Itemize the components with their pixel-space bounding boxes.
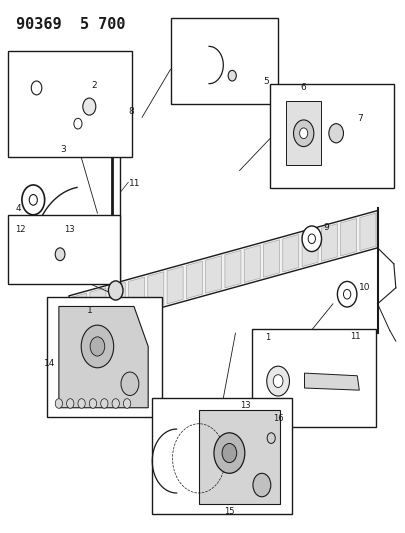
Polygon shape — [304, 373, 358, 390]
Text: 5: 5 — [262, 77, 268, 85]
Polygon shape — [301, 229, 318, 266]
Circle shape — [222, 443, 236, 463]
Bar — [8, 215, 119, 284]
Circle shape — [31, 81, 42, 95]
Circle shape — [55, 248, 65, 261]
Text: 15: 15 — [224, 507, 234, 516]
Circle shape — [213, 433, 244, 473]
Text: 11: 11 — [349, 333, 360, 341]
Circle shape — [22, 185, 45, 215]
Circle shape — [89, 399, 96, 408]
Bar — [170, 18, 277, 104]
Text: 90369  5 700: 90369 5 700 — [16, 17, 126, 32]
Bar — [269, 84, 393, 188]
Circle shape — [273, 375, 282, 387]
Text: 1: 1 — [265, 334, 270, 342]
Bar — [8, 51, 132, 157]
Text: 2: 2 — [91, 81, 97, 90]
Text: 16: 16 — [272, 414, 283, 423]
Polygon shape — [166, 266, 183, 304]
Bar — [152, 398, 292, 514]
Circle shape — [74, 118, 82, 129]
Text: 13: 13 — [64, 225, 75, 233]
Polygon shape — [282, 235, 298, 272]
Text: 8: 8 — [128, 108, 133, 116]
Circle shape — [112, 399, 119, 408]
Text: 11: 11 — [129, 180, 140, 188]
Circle shape — [29, 195, 37, 205]
Polygon shape — [59, 306, 148, 408]
Text: 6: 6 — [300, 84, 306, 92]
Circle shape — [108, 281, 123, 300]
Circle shape — [55, 399, 62, 408]
Polygon shape — [286, 101, 320, 165]
Bar — [251, 329, 375, 427]
Circle shape — [121, 372, 139, 395]
Text: 13: 13 — [240, 401, 250, 409]
Circle shape — [81, 325, 113, 368]
Polygon shape — [147, 272, 163, 309]
Polygon shape — [244, 245, 260, 282]
Polygon shape — [224, 251, 241, 288]
Text: 10: 10 — [358, 284, 369, 292]
Circle shape — [228, 70, 236, 81]
Polygon shape — [128, 277, 144, 314]
Polygon shape — [359, 213, 375, 251]
Bar — [47, 297, 162, 417]
Circle shape — [83, 98, 96, 115]
Polygon shape — [340, 219, 356, 256]
Text: 3: 3 — [60, 145, 66, 154]
Polygon shape — [186, 261, 202, 298]
Text: 4: 4 — [15, 205, 21, 213]
Polygon shape — [70, 293, 87, 330]
Polygon shape — [321, 224, 337, 261]
Circle shape — [301, 226, 321, 252]
Circle shape — [66, 399, 74, 408]
Text: 1: 1 — [87, 306, 93, 314]
Polygon shape — [55, 303, 152, 411]
Polygon shape — [109, 282, 125, 320]
Polygon shape — [198, 410, 279, 504]
Polygon shape — [69, 211, 377, 333]
Text: 9: 9 — [323, 223, 328, 232]
Circle shape — [266, 433, 275, 443]
Circle shape — [337, 281, 356, 307]
Polygon shape — [263, 240, 279, 277]
Circle shape — [100, 399, 108, 408]
Text: 14: 14 — [44, 359, 55, 368]
Polygon shape — [205, 256, 221, 293]
Circle shape — [123, 399, 130, 408]
Circle shape — [299, 128, 307, 139]
Circle shape — [307, 234, 315, 244]
Text: 7: 7 — [356, 114, 362, 123]
Circle shape — [266, 366, 289, 396]
Circle shape — [78, 399, 85, 408]
Text: 12: 12 — [15, 225, 26, 233]
Polygon shape — [90, 288, 106, 325]
Circle shape — [343, 289, 350, 299]
Circle shape — [293, 120, 313, 147]
Circle shape — [90, 337, 104, 356]
Circle shape — [252, 473, 270, 497]
Circle shape — [328, 124, 343, 143]
